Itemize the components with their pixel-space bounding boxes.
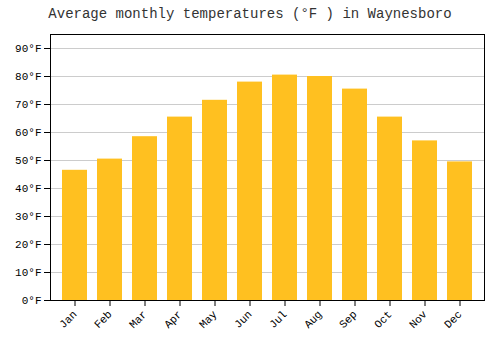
svg-text:30°F: 30°F	[15, 211, 41, 223]
svg-text:Aug: Aug	[302, 308, 324, 330]
svg-text:Jun: Jun	[232, 308, 254, 330]
svg-text:Mar: Mar	[127, 308, 149, 330]
svg-text:Apr: Apr	[162, 308, 184, 330]
svg-text:Feb: Feb	[92, 308, 114, 330]
svg-text:10°F: 10°F	[15, 267, 41, 279]
svg-text:40°F: 40°F	[15, 183, 41, 195]
svg-text:Sep: Sep	[337, 308, 359, 330]
svg-text:May: May	[197, 308, 220, 331]
svg-text:Jan: Jan	[57, 308, 79, 330]
svg-text:Nov: Nov	[407, 308, 430, 331]
svg-text:20°F: 20°F	[15, 239, 41, 251]
html-text:Average monthly temperatures (: Average monthly temperatures (°F ) in Wa…	[48, 6, 452, 22]
svg-text:Jul: Jul	[267, 308, 289, 330]
svg-text:Oct: Oct	[372, 308, 394, 330]
svg-text:90°F: 90°F	[15, 43, 41, 55]
svg-text:0°F: 0°F	[22, 295, 42, 307]
svg-text:70°F: 70°F	[15, 99, 41, 111]
svg-text:Dec: Dec	[442, 308, 464, 330]
svg-text:50°F: 50°F	[15, 155, 41, 167]
svg-text:80°F: 80°F	[15, 71, 41, 83]
svg-text:60°F: 60°F	[15, 127, 41, 139]
